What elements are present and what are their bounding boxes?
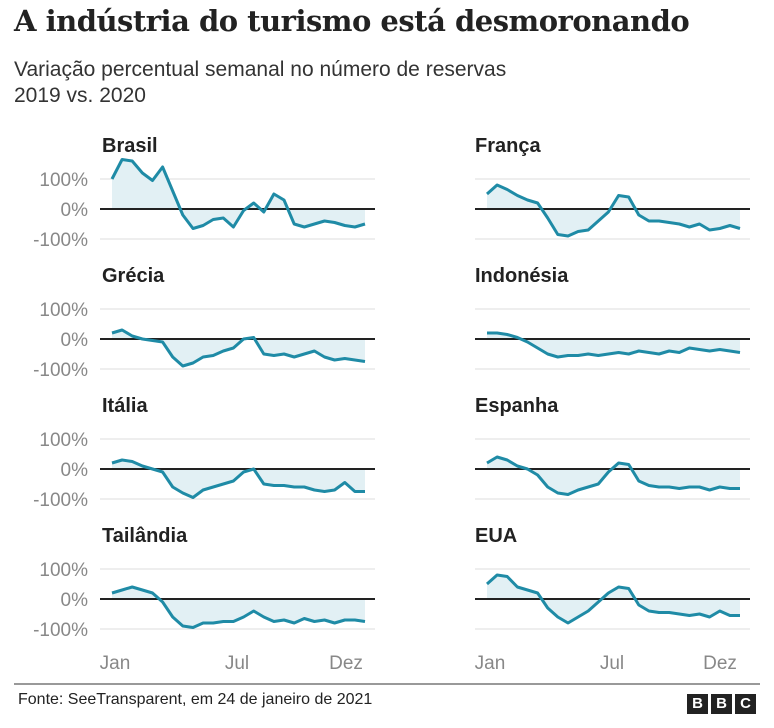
series-line — [111, 458, 365, 499]
y-tick-label: 0% — [61, 330, 89, 351]
y-tick-label: -100% — [33, 360, 88, 381]
x-tick-label: Dez — [329, 653, 363, 674]
area-fill — [112, 159, 365, 229]
series-line — [486, 455, 740, 496]
series-line — [487, 331, 741, 359]
subtitle-years: 2019 vs. 2020 — [14, 84, 146, 107]
series-line — [486, 183, 741, 238]
y-tick-label: -100% — [33, 490, 88, 511]
x-tick-label: Jan — [100, 653, 131, 674]
panel-title: França — [475, 135, 541, 157]
x-tick-label: Dez — [703, 653, 737, 674]
y-tick-label: 100% — [39, 430, 88, 451]
x-tick-label: Jul — [225, 653, 249, 674]
panel-title: Espanha — [475, 395, 559, 417]
chart-title: A indústria do turismo está desmoronando — [14, 4, 690, 38]
y-tick-label: -100% — [33, 230, 88, 251]
series-line — [111, 585, 366, 629]
subtitle: Variação percentual semanal no número de… — [14, 58, 507, 81]
y-tick-label: -100% — [33, 620, 88, 641]
panel-title: Indonésia — [475, 265, 569, 287]
panel-title: Grécia — [102, 265, 165, 287]
y-tick-label: 0% — [61, 460, 89, 481]
footer-divider — [14, 683, 760, 685]
panel-title: Brasil — [102, 135, 158, 157]
x-tick-label: Jan — [475, 653, 506, 674]
panel-title: Itália — [102, 395, 148, 417]
y-tick-label: 100% — [39, 300, 88, 321]
area-fill — [487, 185, 740, 236]
area-fill — [487, 457, 740, 495]
panel-title: EUA — [475, 525, 517, 547]
source-note: Fonte: SeeTransparent, em 24 de janeiro … — [18, 691, 373, 708]
series-line — [486, 573, 740, 625]
y-tick-label: 0% — [61, 200, 89, 221]
panel-title: Tailândia — [102, 525, 188, 547]
y-tick-label: 0% — [61, 590, 89, 611]
y-tick-label: 100% — [39, 560, 88, 581]
x-tick-label: Jul — [600, 653, 624, 674]
series-line — [111, 328, 366, 368]
series-line — [110, 158, 366, 230]
y-tick-label: 100% — [39, 170, 88, 191]
area-fill — [112, 330, 365, 366]
